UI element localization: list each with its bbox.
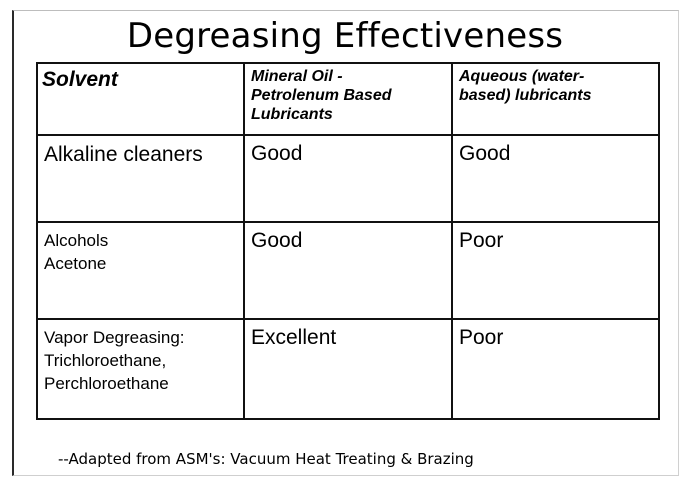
- mineral-oil-value: Good: [243, 134, 453, 223]
- source-footnote: --Adapted from ASM's: Vacuum Heat Treati…: [58, 450, 474, 468]
- solvent-cell: Alcohols Acetone: [36, 221, 245, 320]
- table-row: Alcohols Acetone Good Poor: [36, 221, 660, 320]
- solvent-cell: Vapor Degreasing: Trichloroethane, Perch…: [36, 318, 245, 420]
- solvent-line: Trichloroethane,: [44, 351, 167, 370]
- table-row: Alkaline cleaners Good Good: [36, 134, 660, 223]
- slide-frame: [12, 10, 679, 476]
- header-line: Petrolenum Based: [251, 87, 392, 104]
- solvent-line: Acetone: [44, 254, 107, 273]
- aqueous-value: Good: [451, 134, 660, 223]
- solvent-line: Vapor Degreasing:: [44, 328, 185, 347]
- mineral-oil-value: Good: [243, 221, 453, 320]
- solvent-line: Perchloroethane: [44, 374, 169, 393]
- solvent-cell: Alkaline cleaners: [36, 134, 245, 223]
- header-row: Solvent Mineral Oil - Petrolenum Based L…: [36, 62, 660, 136]
- degreasing-table: Solvent Mineral Oil - Petrolenum Based L…: [36, 62, 660, 420]
- solvent-line: Alkaline cleaners: [44, 143, 203, 166]
- header-solvent: Solvent: [36, 62, 245, 136]
- header-line: Aqueous (water-: [459, 68, 585, 85]
- header-line: Lubricants: [251, 106, 333, 123]
- aqueous-value: Poor: [451, 318, 660, 420]
- mineral-oil-value: Excellent: [243, 318, 453, 420]
- header-line: based) lubricants: [459, 87, 592, 104]
- slide-title: Degreasing Effectiveness: [126, 16, 564, 56]
- aqueous-value: Poor: [451, 221, 660, 320]
- table-row: Vapor Degreasing: Trichloroethane, Perch…: [36, 318, 660, 420]
- solvent-line: Alcohols: [44, 231, 109, 250]
- header-line: Mineral Oil -: [251, 68, 343, 85]
- header-mineral-oil: Mineral Oil - Petrolenum Based Lubricant…: [243, 62, 453, 136]
- header-aqueous: Aqueous (water- based) lubricants: [451, 62, 660, 136]
